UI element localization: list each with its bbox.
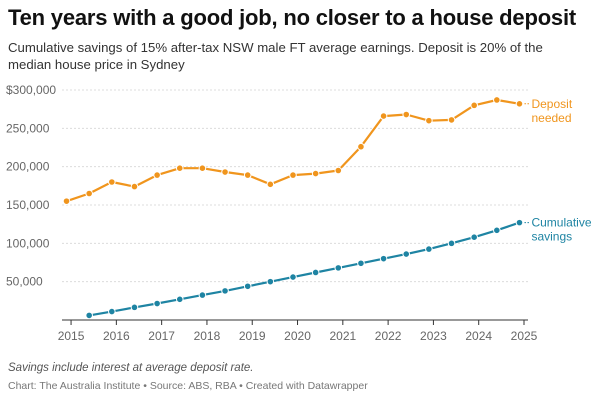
data-point	[515, 218, 524, 227]
y-tick-label: 250,000	[6, 121, 50, 135]
data-point	[334, 264, 343, 272]
data-point	[266, 277, 275, 286]
data-point	[85, 189, 93, 198]
x-tick-label: 2016	[103, 329, 130, 343]
data-point	[402, 250, 411, 258]
data-point	[198, 291, 207, 299]
data-point	[493, 96, 501, 104]
y-tick-label: $300,000	[6, 83, 56, 97]
data-point	[515, 100, 524, 108]
footer-chart-by: Chart: The Australia Institute	[8, 380, 141, 392]
x-tick-label: 2015	[58, 329, 85, 343]
chart-footer: Chart: The Australia Institute • Source:…	[8, 380, 368, 392]
data-point	[85, 311, 93, 320]
data-point	[289, 171, 297, 179]
data-point	[243, 171, 252, 179]
chart-note: Savings include interest at average depo…	[8, 362, 254, 374]
data-point	[130, 303, 139, 312]
data-point	[108, 307, 116, 316]
data-point	[334, 166, 343, 175]
data-point	[175, 164, 184, 172]
data-point	[379, 254, 388, 263]
chart-subtitle: Cumulative savings of 15% after-tax NSW …	[8, 40, 543, 72]
x-tick-label: 2019	[239, 329, 266, 343]
y-tick-label: 50,000	[6, 275, 43, 289]
x-tick-label: 2022	[375, 329, 402, 343]
data-point	[311, 268, 320, 277]
x-tick-label: 2017	[148, 329, 175, 343]
x-tick-label: 2018	[194, 329, 221, 343]
data-point	[493, 226, 501, 235]
y-tick-label: 200,000	[6, 160, 50, 174]
data-point	[379, 112, 388, 120]
data-point	[425, 245, 433, 253]
data-point	[130, 182, 139, 191]
data-point	[175, 295, 184, 304]
series-label: Cumulative	[531, 216, 591, 230]
series-label: savings	[531, 230, 572, 244]
data-point	[198, 164, 207, 172]
data-point	[425, 116, 433, 125]
footer-separator: •	[140, 380, 150, 392]
data-point	[266, 180, 275, 189]
data-point	[470, 233, 478, 241]
x-tick-label: 2021	[329, 329, 356, 343]
data-point	[357, 259, 365, 268]
data-point	[447, 116, 456, 124]
series-label: needed	[531, 111, 571, 125]
x-tick-label: 2020	[284, 329, 311, 343]
data-point	[470, 101, 478, 110]
x-tick-label: 2025	[511, 329, 538, 343]
series-line	[89, 221, 520, 317]
data-point	[311, 169, 320, 178]
data-point	[289, 273, 297, 281]
x-tick-label: 2023	[420, 329, 447, 343]
data-point	[243, 282, 252, 291]
data-point	[62, 197, 71, 205]
data-point	[153, 299, 161, 308]
data-point	[221, 168, 229, 176]
chart-title: Ten years with a good job, no closer to …	[8, 5, 577, 30]
data-point	[108, 178, 116, 186]
data-point	[221, 287, 229, 295]
data-point	[402, 110, 411, 119]
data-point	[447, 239, 456, 248]
data-point	[357, 142, 365, 151]
footer-separator: •	[236, 380, 246, 392]
y-tick-label: 150,000	[6, 198, 50, 212]
series-label: Deposit	[531, 97, 572, 111]
footer-created-with: Created with Datawrapper	[245, 380, 368, 392]
y-tick-label: 100,000	[6, 236, 50, 250]
x-tick-label: 2024	[465, 329, 492, 343]
footer-source: Source: ABS, RBA	[149, 380, 237, 392]
data-point	[153, 171, 161, 179]
